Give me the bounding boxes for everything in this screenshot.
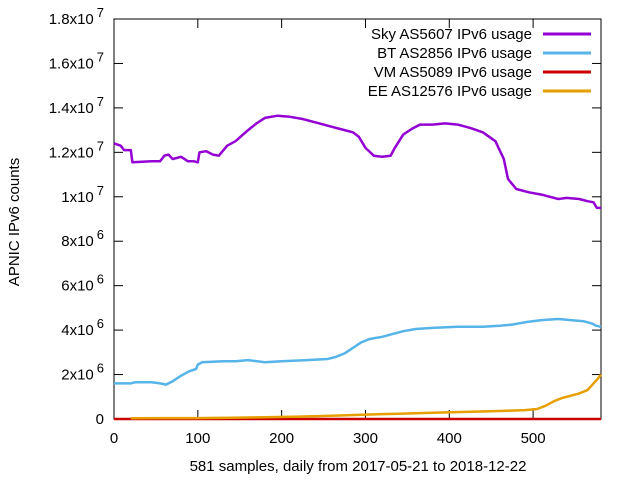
y-tick-label-exponent: 6 (97, 316, 104, 331)
y-tick-label-base: 6x10 (61, 278, 94, 295)
y-tick-label-base: 2x10 (61, 367, 94, 384)
y-axis-label: APNIC IPv6 counts (6, 158, 23, 286)
series-lines (113, 114, 602, 421)
y-tick-label: 8x10 6 (61, 227, 104, 250)
series-line-1 (114, 317, 602, 386)
x-axis-label: 581 samples, daily from 2017-05-21 to 20… (190, 458, 527, 475)
y-tick-label: 1.8x10 7 (49, 5, 104, 28)
x-tick-label: 200 (269, 430, 294, 447)
legend: Sky AS5607 IPv6 usage BT AS2856 IPv6 usag… (368, 26, 591, 100)
x-tick-label: 300 (353, 430, 378, 447)
series-line-0 (113, 114, 601, 210)
y-tick-label: 1.4x10 7 (49, 94, 104, 117)
y-tick-label: 0 (96, 411, 104, 428)
y-tick-label-exponent: 6 (97, 361, 104, 376)
y-tick-label-base: 8x10 (61, 233, 94, 250)
y-tick-label-base: 1.6x10 (49, 55, 94, 72)
y-tick-label: 1.2x10 7 (49, 138, 104, 161)
y-tick-label-exponent: 7 (97, 183, 104, 198)
y-tick-label-base: 1x10 (61, 189, 94, 206)
x-tick-label: 400 (437, 430, 462, 447)
x-tick-labels: 0 100 200 300 400 500 (110, 430, 546, 447)
y-tick-label-exponent: 6 (97, 227, 104, 242)
legend-label: BT AS2856 IPv6 usage (377, 45, 532, 62)
y-tick-label-base: 1.2x10 (49, 144, 94, 161)
y-tick-label-exponent: 7 (97, 49, 104, 64)
y-tick-label-base: 1.8x10 (49, 11, 94, 28)
legend-label: VM AS5089 IPv6 usage (374, 64, 532, 81)
y-tick-label: 4x10 6 (61, 316, 104, 339)
legend-label: EE AS12576 IPv6 usage (368, 83, 532, 100)
y-tick-label: 6x10 6 (61, 272, 104, 295)
y-tick-label-exponent: 7 (97, 5, 104, 20)
y-tick-label: 2x10 6 (61, 361, 104, 384)
x-tick-label: 0 (110, 430, 118, 447)
x-tick-label: 100 (185, 430, 210, 447)
y-tick-label-exponent: 7 (97, 94, 104, 109)
y-tick-label: 1x10 7 (61, 183, 104, 206)
y-tick-label: 1.6x10 7 (49, 49, 104, 72)
legend-label: Sky AS5607 IPv6 usage (371, 26, 532, 43)
y-tick-label-base: 0 (96, 411, 104, 428)
series-line-3 (130, 373, 602, 420)
y-tick-label-base: 1.4x10 (49, 100, 94, 117)
y-tick-label-exponent: 7 (97, 138, 104, 153)
y-tick-label-exponent: 6 (97, 272, 104, 287)
y-tick-label-base: 4x10 (61, 322, 94, 339)
x-tick-label: 500 (521, 430, 546, 447)
